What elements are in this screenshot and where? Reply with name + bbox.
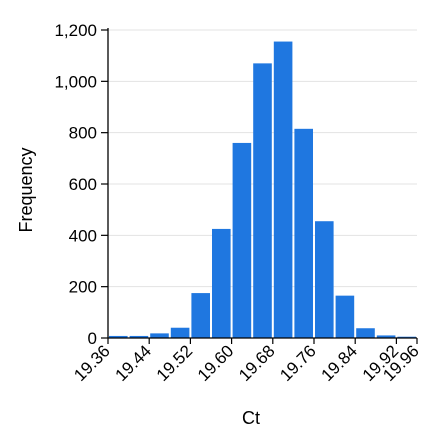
y-tick-label: 200	[69, 278, 97, 297]
histogram-bar	[356, 328, 375, 338]
x-tick-label: 19.44	[112, 341, 156, 385]
histogram-bar	[294, 129, 313, 338]
x-tick-label: 19.60	[194, 341, 238, 385]
histogram-bar	[336, 296, 355, 338]
x-tick-label: 19.84	[318, 341, 362, 385]
histogram-bar	[171, 328, 190, 338]
y-tick-label: 1,000	[54, 72, 97, 91]
x-axis-title: Ct	[242, 408, 260, 428]
x-tick-label: 19.76	[276, 341, 320, 385]
histogram-bar	[191, 293, 210, 338]
histogram-bar	[253, 63, 272, 338]
histogram-bar	[233, 143, 252, 338]
x-tick-labels: 19.3619.4419.5219.6019.6819.7619.8419.92…	[70, 341, 423, 385]
y-tick-label: 1,200	[54, 21, 97, 40]
histogram-bar	[212, 229, 231, 338]
y-tick-label: 600	[69, 175, 97, 194]
x-tick-label: 19.68	[235, 341, 279, 385]
y-tick-label: 800	[69, 124, 97, 143]
bars	[109, 42, 416, 338]
y-tick-label: 400	[69, 226, 97, 245]
histogram-bar	[274, 42, 293, 338]
x-tick-label: 19.52	[153, 341, 197, 385]
y-axis-title: Frequency	[16, 147, 36, 232]
histogram-bar	[150, 333, 169, 338]
histogram-bar	[315, 221, 334, 338]
